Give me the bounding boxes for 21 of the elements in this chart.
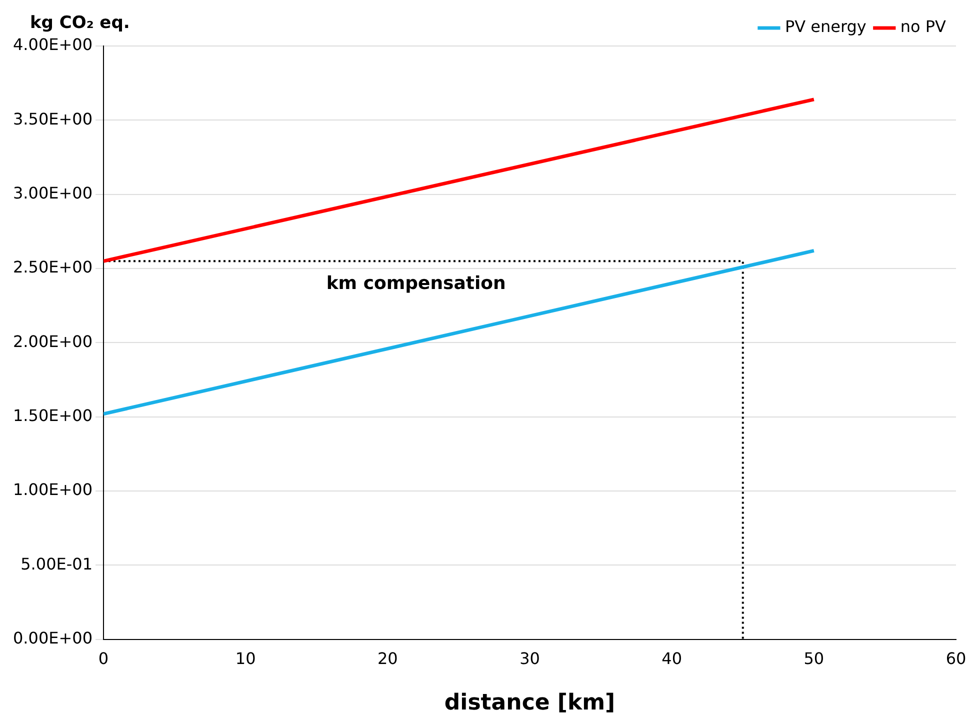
y-tick-label: 2.00E+00: [13, 332, 92, 351]
x-tick-label: 10: [235, 649, 256, 668]
y-tick-label: 1.50E+00: [13, 406, 92, 426]
annotation: km compensation: [326, 272, 506, 294]
x-tick-label: 40: [662, 649, 682, 668]
x-axis-title: distance [km]: [444, 690, 616, 716]
y-tick-label: 1.00E+00: [13, 480, 92, 500]
legend-label: PV energy: [784, 17, 866, 36]
y-tick-label: 5.00E-01: [20, 554, 92, 574]
x-tick-label: 20: [377, 649, 398, 668]
x-tick-label: 60: [946, 649, 966, 668]
y-tick-label: 4.00E+00: [13, 35, 92, 54]
y-axis-title: kg CO₂ eq.: [30, 12, 130, 33]
x-tick-label: 50: [804, 649, 824, 668]
y-tick-label: 2.50E+00: [13, 258, 92, 277]
y-tick-label: 3.50E+00: [13, 109, 92, 128]
x-tick-label: 30: [520, 649, 540, 668]
y-tick-label: 0.00E+00: [13, 628, 92, 648]
x-tick-label: 0: [98, 649, 109, 668]
legend-label: no PV: [900, 17, 946, 36]
y-tick-label: 3.00E+00: [13, 184, 92, 203]
